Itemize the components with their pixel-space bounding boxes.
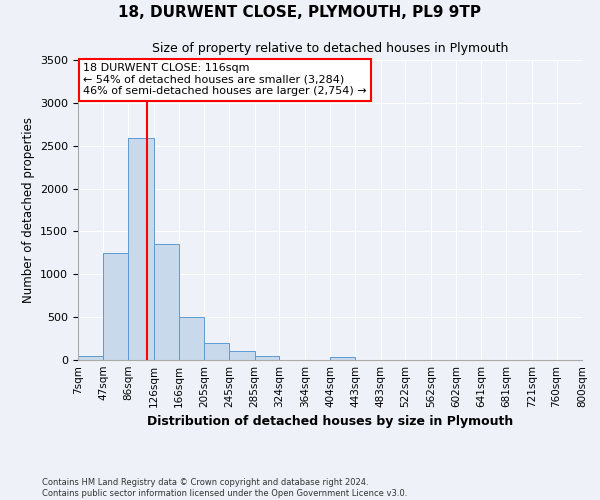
Text: Contains HM Land Registry data © Crown copyright and database right 2024.
Contai: Contains HM Land Registry data © Crown c… bbox=[42, 478, 407, 498]
Text: 18 DURWENT CLOSE: 116sqm
← 54% of detached houses are smaller (3,284)
46% of sem: 18 DURWENT CLOSE: 116sqm ← 54% of detach… bbox=[83, 63, 367, 96]
Bar bbox=[204, 343, 229, 360]
Title: Size of property relative to detached houses in Plymouth: Size of property relative to detached ho… bbox=[152, 42, 508, 54]
Text: 18, DURWENT CLOSE, PLYMOUTH, PL9 9TP: 18, DURWENT CLOSE, PLYMOUTH, PL9 9TP bbox=[119, 5, 482, 20]
Bar bbox=[331, 358, 355, 360]
Y-axis label: Number of detached properties: Number of detached properties bbox=[22, 117, 35, 303]
X-axis label: Distribution of detached houses by size in Plymouth: Distribution of detached houses by size … bbox=[147, 416, 513, 428]
Bar bbox=[254, 356, 280, 360]
Bar bbox=[103, 253, 128, 360]
Bar bbox=[179, 317, 204, 360]
Bar bbox=[154, 244, 179, 360]
Bar bbox=[78, 356, 103, 360]
Bar bbox=[229, 350, 254, 360]
Bar bbox=[128, 138, 154, 360]
